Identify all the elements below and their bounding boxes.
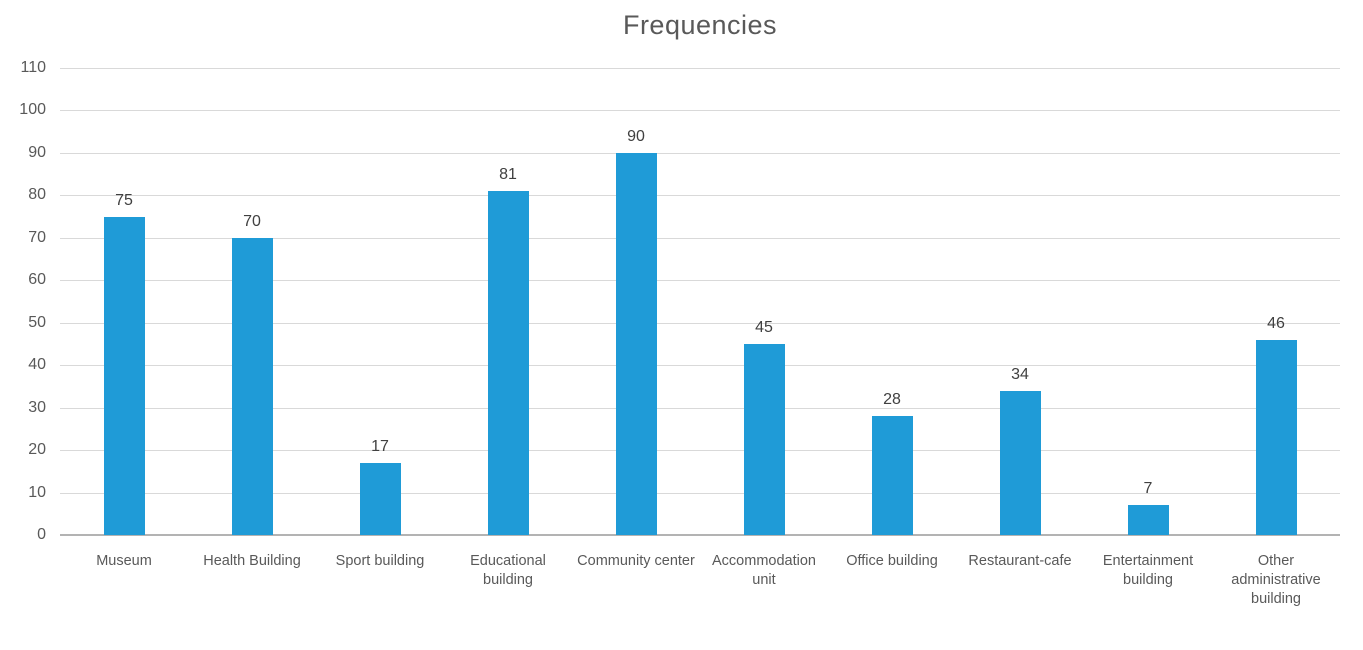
y-tick-label: 70 [28,228,46,246]
bar-value-label: 7 [1143,480,1153,498]
bar [1127,505,1169,535]
bar [743,343,785,535]
y-tick-label: 60 [28,271,46,289]
x-category-label: Sport building [335,553,425,569]
x-category-label: Community center [577,553,695,569]
bar [103,216,145,535]
y-tick-label: 30 [28,398,46,416]
x-category-label: Other administrative building [1231,553,1321,607]
x-category-label: Restaurant-cafe [968,553,1072,569]
bar [359,462,401,535]
bar-value-label: 45 [755,318,773,336]
gridline [60,68,1340,69]
bar [1255,339,1297,535]
gridline [60,280,1340,282]
x-category-label: Office building [846,553,938,569]
y-tick-label: 50 [28,313,46,331]
x-category-label: Entertainment building [1102,553,1194,588]
gridline [60,152,1340,154]
y-tick-label: 110 [20,59,46,76]
x-category-label: Health Building [203,553,301,569]
bar [487,191,529,535]
bar [871,416,913,535]
bar-value-label: 70 [243,212,261,230]
bar-value-label: 90 [627,127,645,145]
bar-value-label: 81 [499,166,517,184]
gridline [60,407,1340,409]
y-tick-label: 20 [28,441,46,459]
gridline [60,365,1340,367]
chart-title: Frequencies [622,10,778,40]
bar-value-label: 46 [1267,314,1285,332]
y-tick-label: 100 [19,101,46,119]
y-tick-label: 80 [28,186,46,204]
bar-value-label: 75 [115,191,133,209]
bar-value-label: 17 [371,437,389,455]
y-tick-label: 90 [28,143,46,161]
gridline [60,195,1340,197]
bar-value-label: 28 [883,391,901,409]
gridline [60,237,1340,239]
x-category-label: Educational building [470,553,546,588]
bar [999,390,1041,535]
x-axis-line [60,534,1340,536]
y-tick-label: 10 [28,483,46,501]
y-tick-label: 40 [28,356,46,374]
gridline [60,492,1340,494]
x-category-label: Accommodation unit [712,553,816,588]
gridline [60,322,1340,324]
y-tick-label: 0 [37,526,46,543]
bar [615,152,657,535]
bar [231,237,273,535]
x-category-label: Museum [96,553,152,569]
gridline [60,450,1340,452]
bar-value-label: 34 [1011,365,1029,383]
gridline [60,110,1340,112]
